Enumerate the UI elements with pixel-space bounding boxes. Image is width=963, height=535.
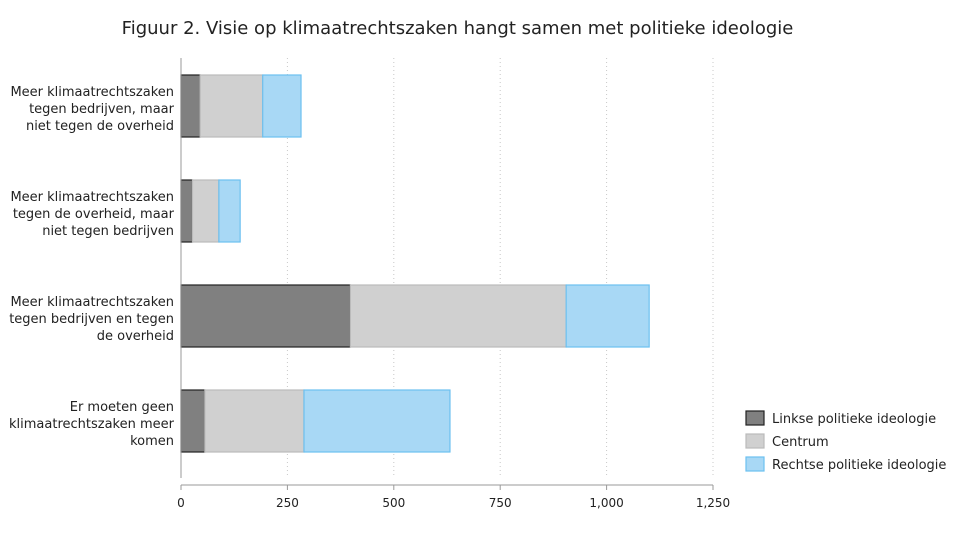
x-tick-label: 1,000 xyxy=(589,496,623,510)
x-tick-label: 1,250 xyxy=(696,496,730,510)
category-label: Meer klimaatrechtszaken tegen de overheid… xyxy=(10,190,174,239)
legend-swatch xyxy=(745,456,765,472)
bar-segment xyxy=(191,179,220,243)
bar-segment xyxy=(349,284,567,348)
x-axis: 0 250 500 750 1,000 1,250 xyxy=(177,484,730,510)
bar-segment xyxy=(218,179,241,243)
x-tick-label: 500 xyxy=(382,496,405,510)
legend: Linkse politieke ideologie Centrum Rechtse… xyxy=(745,410,946,473)
category-label-line: Er moeten geen xyxy=(70,400,174,415)
bars xyxy=(180,74,650,453)
x-tick-label: 750 xyxy=(489,496,512,510)
category-label-line: tegen bedrijven, maar xyxy=(29,102,175,117)
category-label-line: tegen bedrijven en tegen xyxy=(9,312,174,327)
chart-title: Figuur 2. Visie op klimaatrechtszaken ha… xyxy=(121,18,794,39)
category-label-line: tegen de overheid, maar xyxy=(13,207,175,222)
bar-segment xyxy=(180,389,206,453)
category-label: Er moeten geen klimaatrechtszaken meer kom… xyxy=(9,400,175,449)
category-label-line: Meer klimaatrechtszaken xyxy=(10,85,174,100)
bar-segment xyxy=(204,389,305,453)
bar-segment xyxy=(180,74,201,138)
y-axis: Meer klimaatrechtszaken tegen bedrijven, … xyxy=(9,58,182,478)
category-label-line: komen xyxy=(130,434,174,449)
category-label: Meer klimaatrechtszaken tegen bedrijven e… xyxy=(9,295,174,344)
category-label-line: niet tegen bedrijven xyxy=(42,224,174,239)
category-label-line: Meer klimaatrechtszaken xyxy=(10,190,174,205)
bar-segment xyxy=(180,284,351,348)
category-label-line: Meer klimaatrechtszaken xyxy=(10,295,174,310)
legend-swatch xyxy=(745,410,765,426)
legend-label: Linkse politieke ideologie xyxy=(772,412,936,427)
category-label: Meer klimaatrechtszaken tegen bedrijven, … xyxy=(10,85,174,134)
bar-segment xyxy=(303,389,451,453)
x-tick-label: 250 xyxy=(276,496,299,510)
legend-swatch xyxy=(745,433,765,449)
category-label-line: klimaatrechtszaken meer xyxy=(9,417,175,432)
category-label-line: niet tegen de overheid xyxy=(26,119,174,134)
bar-segment xyxy=(565,284,650,348)
bar-segment xyxy=(180,179,194,243)
category-label-line: de overheid xyxy=(97,329,174,344)
bar-segment xyxy=(262,74,302,138)
x-tick-label: 0 xyxy=(177,496,185,510)
legend-label: Centrum xyxy=(772,435,829,450)
bar-segment xyxy=(199,74,264,138)
legend-label: Rechtse politieke ideologie xyxy=(772,458,946,473)
